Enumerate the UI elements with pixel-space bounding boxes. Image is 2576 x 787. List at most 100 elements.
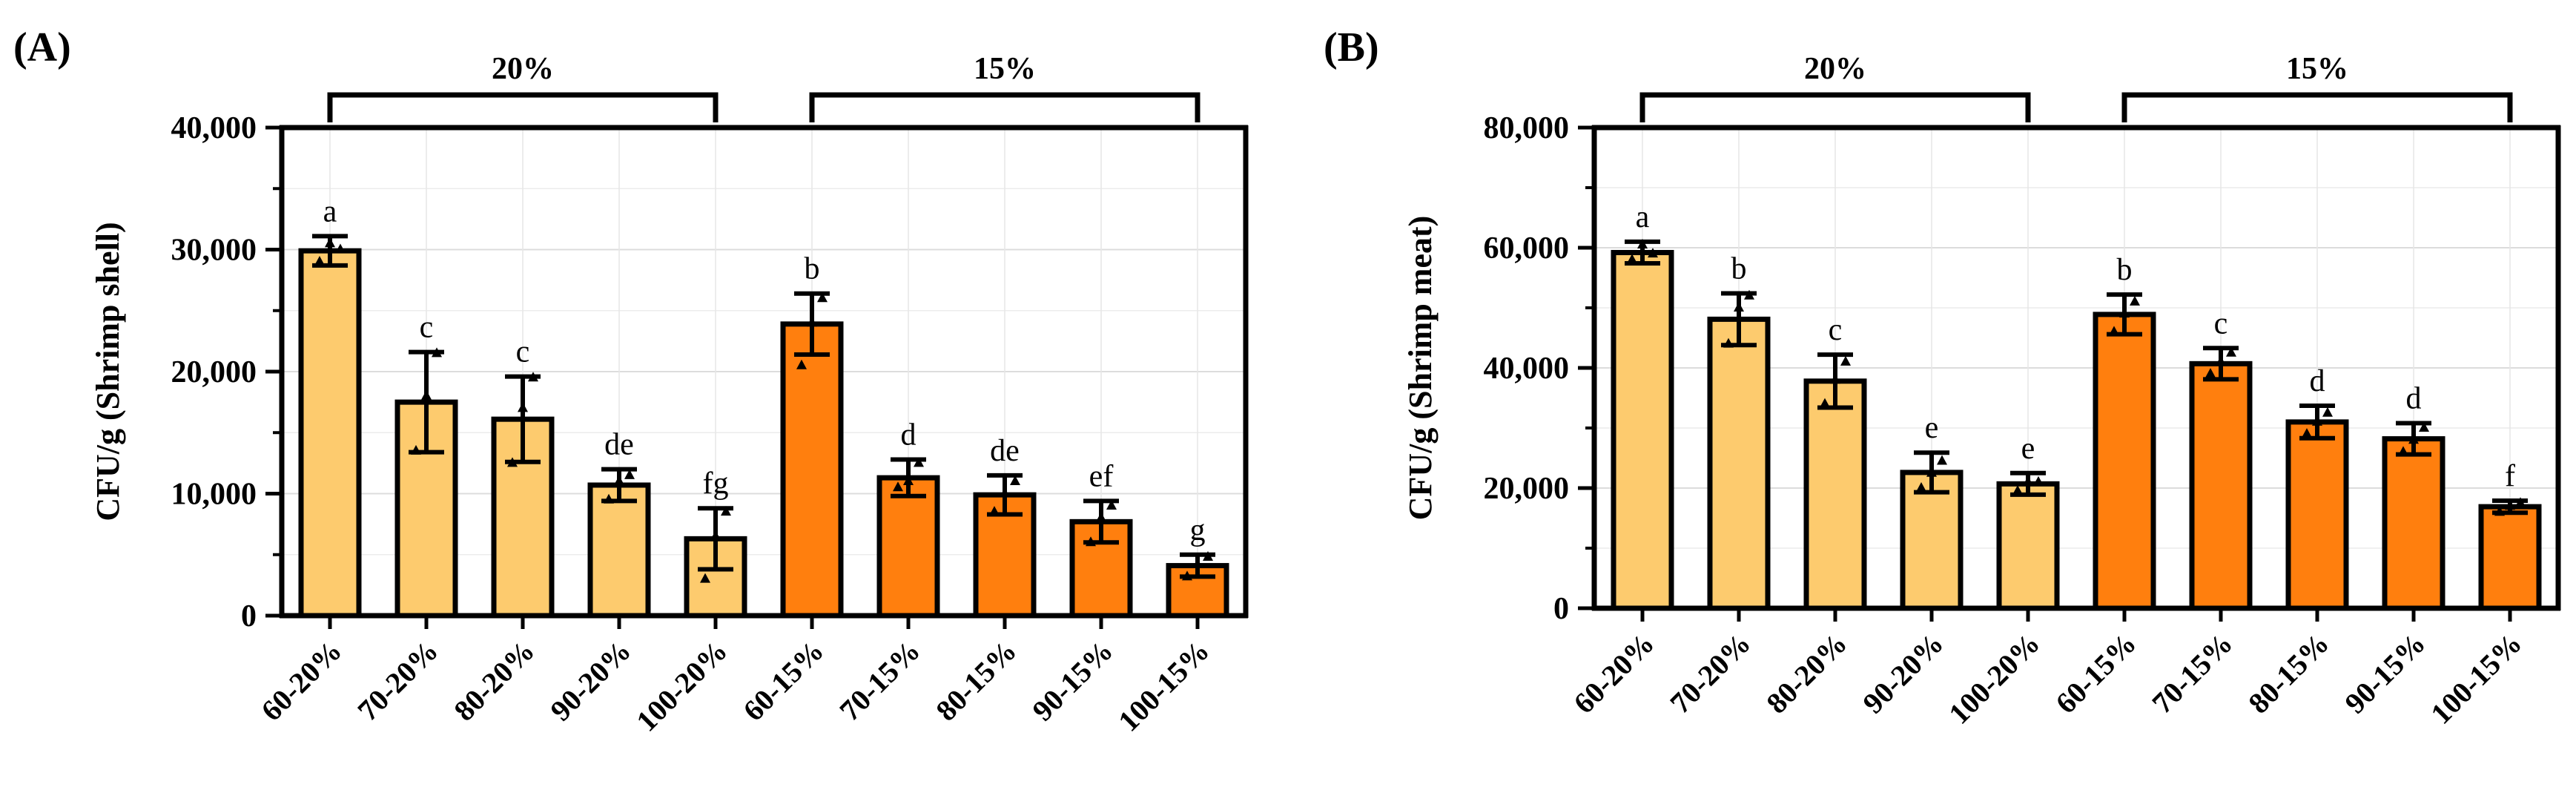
data-point bbox=[1840, 355, 1851, 366]
data-point bbox=[528, 372, 538, 382]
data-point bbox=[518, 402, 528, 412]
y-tick-label: 0 bbox=[1553, 592, 1569, 626]
y-tick-label: 20,000 bbox=[171, 355, 257, 389]
data-point bbox=[1744, 289, 1754, 300]
significance-label: c bbox=[516, 335, 530, 369]
bar-90-15% bbox=[2382, 436, 2445, 611]
significance-label: g bbox=[1190, 513, 1206, 547]
data-point bbox=[2216, 355, 2226, 366]
data-point bbox=[335, 243, 346, 254]
y-tick-label: 80,000 bbox=[1484, 111, 1570, 145]
data-point bbox=[817, 292, 828, 303]
group-bracket bbox=[809, 92, 1201, 122]
group-bracket bbox=[1639, 92, 2031, 122]
data-point bbox=[614, 475, 624, 486]
data-point bbox=[1106, 499, 1117, 510]
x-tick-label: 100-20% bbox=[1942, 627, 2046, 731]
x-tick-label: 90-15% bbox=[1026, 634, 1119, 728]
x-tick-label: 70-20% bbox=[351, 634, 444, 728]
data-point bbox=[1010, 475, 1020, 486]
data-point bbox=[624, 469, 635, 479]
data-point bbox=[314, 255, 325, 266]
panel-label: (A) bbox=[13, 24, 71, 70]
x-tick-label: 60-20% bbox=[254, 634, 348, 728]
y-tick-label: 0 bbox=[241, 599, 257, 633]
data-point bbox=[2494, 506, 2505, 516]
data-point bbox=[721, 506, 731, 516]
data-point bbox=[1182, 570, 1192, 581]
data-point bbox=[2505, 500, 2515, 510]
panel-b: (B) a 60-20% b 70-20% c 80-20% e 90-20% e 100-20% b… bbox=[1324, 24, 2561, 731]
x-tick-label: 80-20% bbox=[447, 634, 541, 728]
data-point bbox=[2312, 415, 2322, 426]
data-point bbox=[903, 475, 914, 486]
bar-70-15% bbox=[876, 475, 940, 619]
y-axis-label: CFU/g (Shrimp meat) bbox=[1402, 216, 1439, 521]
group-label: 15% bbox=[974, 52, 1036, 86]
x-tick-label: 70-20% bbox=[1663, 627, 1757, 720]
bar-60-15% bbox=[2093, 312, 2156, 611]
significance-label: de bbox=[604, 428, 634, 462]
x-tick-label: 100-15% bbox=[2424, 627, 2528, 731]
data-point bbox=[2515, 497, 2526, 507]
data-point bbox=[2408, 434, 2419, 444]
bar-90-20% bbox=[587, 482, 651, 619]
data-point bbox=[914, 457, 924, 467]
significance-label: b bbox=[2117, 253, 2133, 287]
significance-label: de bbox=[990, 434, 1020, 468]
data-point bbox=[2023, 475, 2033, 486]
x-tick-label: 70-15% bbox=[833, 634, 926, 728]
significance-label: e bbox=[2021, 432, 2035, 466]
x-tick-label: 70-15% bbox=[2145, 627, 2239, 720]
data-point bbox=[1937, 455, 1947, 465]
y-tick-label: 10,000 bbox=[171, 478, 257, 512]
x-tick-label: 80-15% bbox=[2242, 627, 2335, 720]
data-point bbox=[2012, 485, 2023, 495]
x-tick-label: 100-15% bbox=[1112, 634, 1215, 738]
data-point bbox=[2226, 346, 2236, 357]
data-point bbox=[1627, 254, 1637, 264]
data-point bbox=[1926, 467, 1937, 477]
y-tick-label: 60,000 bbox=[1484, 231, 1570, 266]
x-tick-label: 60-20% bbox=[1567, 627, 1660, 720]
data-point bbox=[507, 457, 518, 467]
significance-label: ef bbox=[1089, 459, 1114, 493]
data-point bbox=[2302, 428, 2312, 438]
significance-label: e bbox=[1925, 411, 1939, 445]
significance-label: fg bbox=[703, 467, 729, 501]
group-label: 20% bbox=[1804, 52, 1866, 86]
data-point bbox=[2398, 446, 2408, 456]
significance-label: c bbox=[420, 311, 434, 345]
bar-80-20% bbox=[1803, 378, 1867, 611]
panel-label: (B) bbox=[1324, 24, 1379, 70]
bar-60-20% bbox=[298, 248, 362, 619]
bar-70-20% bbox=[1707, 316, 1771, 611]
data-point bbox=[2119, 308, 2130, 318]
x-tick-label: 90-20% bbox=[544, 634, 637, 728]
data-point bbox=[1096, 512, 1106, 522]
data-point bbox=[432, 347, 442, 358]
x-tick-label: 80-20% bbox=[1760, 627, 1853, 720]
data-point bbox=[2205, 368, 2216, 378]
data-point bbox=[421, 389, 432, 400]
bar-100-20% bbox=[1996, 481, 2060, 611]
data-point bbox=[2130, 295, 2140, 306]
data-point bbox=[325, 237, 335, 248]
bar-80-15% bbox=[2285, 419, 2349, 611]
data-point bbox=[2419, 422, 2429, 432]
data-point bbox=[1648, 248, 1658, 258]
x-tick-label: 90-15% bbox=[2338, 627, 2431, 720]
data-point bbox=[1830, 374, 1840, 384]
group-bracket bbox=[2121, 92, 2513, 122]
data-point bbox=[710, 530, 721, 541]
bar-60-20% bbox=[1611, 249, 1674, 611]
group-label: 15% bbox=[2286, 52, 2348, 86]
significance-label: a bbox=[323, 194, 337, 228]
data-point bbox=[1637, 238, 1648, 248]
data-point bbox=[893, 481, 903, 492]
significance-label: d bbox=[2406, 382, 2422, 416]
y-tick-label: 40,000 bbox=[1484, 352, 1570, 386]
bar-60-15% bbox=[780, 321, 844, 619]
data-point bbox=[700, 573, 710, 583]
